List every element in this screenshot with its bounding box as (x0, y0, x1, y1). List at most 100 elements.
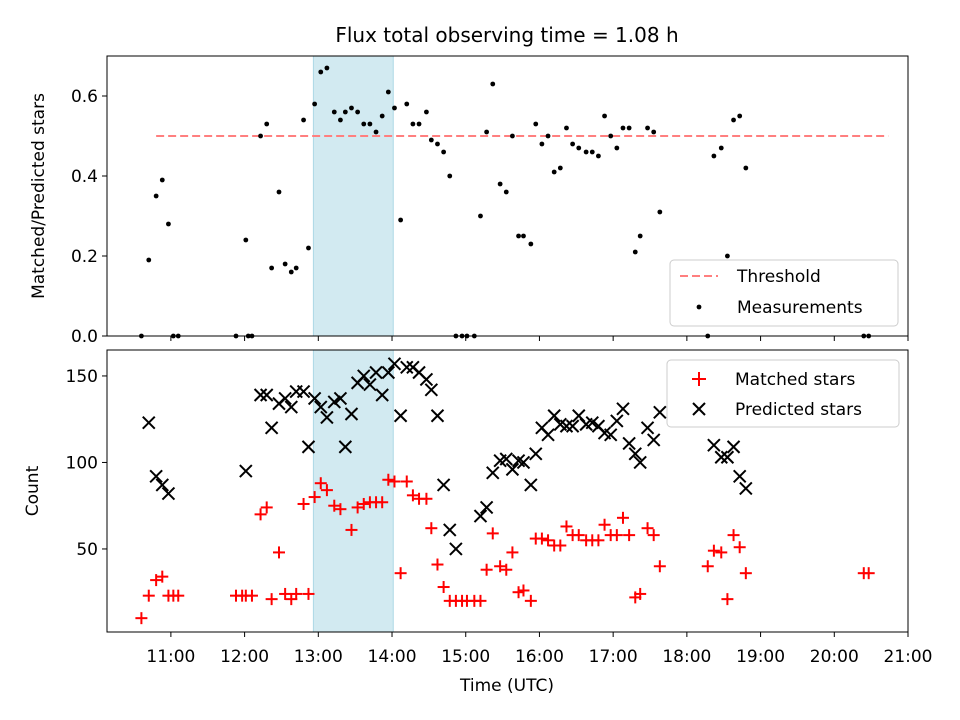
matched-star-point (616, 511, 629, 524)
measurement-point (367, 121, 373, 127)
predicted-star-point (333, 391, 348, 406)
measurement-point (342, 109, 348, 115)
legend-predicted-label: Predicted stars (735, 400, 862, 420)
predicted-star-point (640, 421, 655, 435)
predicted-star-point (633, 455, 647, 470)
predicted-star-point (314, 400, 328, 414)
predicted-star-point (430, 409, 445, 423)
matched-star-point (431, 558, 444, 571)
predicted-star-point (603, 428, 618, 442)
matched-star-point (739, 567, 752, 580)
measurement-point (385, 89, 391, 95)
measurement-point (651, 129, 657, 135)
predicted-star-point (499, 452, 513, 466)
bottom-legend: Matched stars Predicted stars (666, 359, 900, 428)
predicted-star-point (726, 440, 741, 454)
matched-star-point (542, 534, 555, 547)
measurement-point (516, 233, 521, 239)
matched-star-point (554, 539, 567, 552)
predicted-star-point (387, 357, 402, 371)
measurement-point (545, 133, 551, 139)
x-tick-label: 11:00 (146, 647, 195, 667)
measurement-point (632, 249, 638, 255)
measurement-point (282, 261, 288, 267)
predicted-star-point (505, 462, 520, 477)
measurement-point (620, 125, 626, 131)
top-observing-span (312, 55, 394, 337)
predicted-star-point (284, 400, 298, 414)
predicted-star-point (424, 383, 439, 397)
measurement-point (288, 269, 294, 275)
x-tick-label: 17:00 (589, 647, 638, 667)
matched-star-point (862, 567, 875, 580)
matched-star-point (715, 546, 728, 559)
measurement-point (533, 121, 539, 127)
matched-star-point (357, 497, 370, 510)
predicted-star-point (344, 407, 359, 421)
top-plot-frame (106, 55, 909, 337)
matched-star-point (156, 570, 169, 583)
measurement-point (355, 109, 361, 115)
matched-star-point (245, 589, 258, 602)
predicted-star-point (307, 391, 322, 406)
predicted-star-point (516, 455, 531, 470)
matched-star-point (707, 544, 720, 557)
matched-star-point (320, 484, 333, 497)
x-tick-label: 18:00 (662, 647, 711, 667)
predicted-star-point (565, 419, 580, 433)
matched-star-point (406, 489, 419, 502)
x-tick-label: 21:00 (884, 647, 933, 667)
measurement-point (626, 125, 632, 131)
top-panel: Flux total observing time = 1.08 h 0.0 0.… (29, 23, 909, 347)
measurement-point (441, 149, 447, 155)
predicted-star-point (473, 509, 488, 523)
matched-star-point (135, 612, 148, 625)
matched-star-point (647, 529, 660, 542)
matched-star-point (733, 541, 746, 554)
predicted-star-point (400, 360, 414, 375)
predicted-star-point (149, 469, 163, 484)
matched-star-point (394, 567, 407, 580)
measurement-point (484, 129, 490, 135)
matched-star-point (388, 475, 401, 488)
measurement-point (258, 133, 263, 139)
measurement-point (583, 149, 589, 155)
predicted-star-point (707, 438, 721, 452)
measurement-point (428, 137, 434, 143)
legend-matched-marker (692, 372, 706, 386)
measurement-point (657, 209, 663, 215)
measurement-point (564, 125, 569, 131)
matched-star-point (474, 594, 487, 607)
x-tick-label: 20:00 (810, 647, 859, 667)
legend-matched-label: Matched stars (735, 370, 855, 390)
matched-star-point (524, 594, 537, 607)
predicted-star-point (547, 409, 561, 423)
top-y-tick-label: 0.4 (71, 167, 98, 187)
matched-star-point (572, 529, 585, 542)
measurement-point (478, 213, 483, 219)
predicted-star-point (264, 421, 279, 435)
predicted-star-point (381, 365, 396, 380)
predicted-star-point (653, 405, 667, 419)
predicted-star-point (616, 402, 630, 416)
measurement-point (379, 113, 385, 119)
predicted-star-point (720, 450, 735, 464)
measurement-point (306, 245, 311, 251)
bottom-y-tick-label: 150 (66, 367, 98, 387)
matched-star-point (376, 496, 389, 509)
matched-star-point (345, 523, 358, 536)
measurement-point (503, 189, 509, 195)
measurement-point (404, 101, 410, 107)
predicted-star-point (529, 447, 543, 461)
matched-star-point (314, 477, 327, 490)
predicted-star-point (524, 478, 538, 492)
predicted-star-point (585, 415, 599, 430)
matched-star-point (437, 581, 450, 594)
predicted-star-point (142, 415, 156, 430)
measurement-point (551, 169, 557, 175)
top-y-axis-label: Matched/Predicted stars (29, 93, 49, 299)
matched-star-point (142, 589, 155, 602)
measurement-point (725, 253, 730, 259)
measurement-point (312, 101, 318, 107)
matched-star-point (328, 499, 341, 512)
